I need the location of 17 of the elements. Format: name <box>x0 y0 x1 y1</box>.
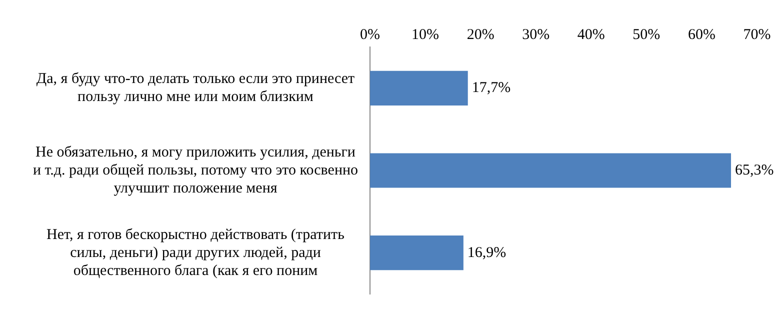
data-label: 16,9% <box>467 244 506 261</box>
bar <box>370 70 468 106</box>
x-tick-label: 30% <box>522 26 550 43</box>
x-tick-label: 60% <box>688 26 716 43</box>
bar <box>370 236 464 270</box>
bar <box>370 153 732 188</box>
x-tick-label: 10% <box>412 26 440 43</box>
x-tick-label: 0% <box>360 26 380 43</box>
data-label: 17,7% <box>472 80 511 96</box>
x-tick-label: 20% <box>466 26 494 43</box>
y-tick-label: Нет, я готов бескорыстно действовать (тратить силы, деньги) ради других людей, ради общественного блага (как я его поним <box>46 226 345 279</box>
x-tick-label: 50% <box>632 26 660 43</box>
y-tick-label: Да, я буду что-то делать только если это принесет пользу лично мне или моим близким <box>36 71 355 106</box>
x-tick-label: 70% <box>743 26 771 43</box>
y-tick-label: Не обязательно, я могу приложить усилия, деньги и т.д. ради общей пользы, потому что это косвенно улучшит положение меня <box>32 144 358 196</box>
x-tick-label: 40% <box>577 26 605 43</box>
data-label: 65,3% <box>735 162 774 178</box>
